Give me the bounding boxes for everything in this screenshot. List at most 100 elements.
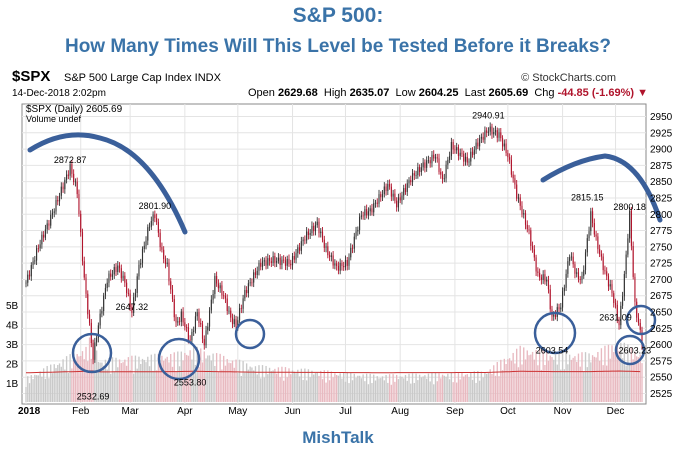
- volume-bar: [450, 372, 453, 402]
- candle-body: [269, 258, 271, 262]
- x-tick-label: Oct: [500, 406, 516, 417]
- volume-bar: [313, 374, 315, 402]
- volume-bar: [28, 383, 31, 402]
- volume-bar: [556, 364, 558, 402]
- volume-bar: [277, 367, 280, 402]
- candle-body: [385, 186, 387, 192]
- volume-bar: [636, 356, 638, 402]
- candle-body: [154, 214, 156, 219]
- candle-body: [560, 307, 562, 310]
- candle-body: [337, 265, 339, 271]
- volume-bar: [35, 375, 38, 402]
- candle-body: [456, 147, 458, 151]
- candle-body: [339, 262, 341, 271]
- volume-bar: [558, 352, 560, 402]
- volume-bar: [411, 373, 414, 402]
- candle-body: [156, 218, 158, 222]
- support-circle-oct: [533, 311, 577, 355]
- volume-bar: [148, 366, 151, 402]
- candle-body: [302, 239, 304, 242]
- candle-body: [540, 277, 542, 281]
- volume-bar: [353, 373, 355, 402]
- volume-bar: [283, 380, 285, 402]
- candle-body: [494, 130, 497, 133]
- volume-bar: [374, 380, 377, 402]
- volume-legend: Volume undef: [26, 114, 82, 124]
- volume-bar: [531, 351, 534, 402]
- candle-body: [76, 181, 78, 195]
- volume-bar: [110, 373, 112, 402]
- candle-body: [290, 263, 292, 266]
- volume-bar: [221, 369, 223, 402]
- candle-body: [96, 337, 98, 343]
- volume-bar: [136, 368, 138, 402]
- volume-bar: [111, 357, 114, 402]
- candle-body: [166, 262, 168, 264]
- candle-body: [480, 136, 482, 139]
- volume-bar: [524, 359, 527, 402]
- candle-body: [611, 284, 613, 294]
- candle-body: [604, 270, 606, 272]
- candle-body: [145, 240, 147, 246]
- candle-body: [272, 255, 274, 263]
- volume-bar: [459, 379, 461, 402]
- volume-bar: [623, 342, 626, 402]
- price-annotation-label: 2800.18: [613, 202, 646, 212]
- candle-body: [50, 214, 52, 226]
- support-circle-may: [234, 318, 266, 350]
- candle-body: [314, 225, 317, 232]
- volume-bar: [477, 371, 479, 402]
- volume-bar: [350, 372, 352, 402]
- candle-body: [479, 138, 481, 147]
- candle-body: [284, 260, 287, 266]
- volume-tick-label: 3B: [6, 340, 19, 351]
- price-annotation-label: 2801.90: [139, 201, 172, 211]
- volume-bar: [124, 359, 126, 402]
- candle-body: [186, 327, 188, 328]
- volume-bar: [544, 365, 546, 402]
- volume-bar: [27, 376, 29, 402]
- candle-body: [253, 272, 255, 283]
- volume-bar: [378, 378, 380, 402]
- y-tick-label: 2900: [650, 145, 673, 156]
- candle-body: [547, 279, 550, 290]
- volume-bar: [576, 361, 578, 402]
- candle-body: [41, 234, 43, 245]
- volume-bar: [567, 364, 569, 402]
- candle-body: [542, 274, 544, 281]
- volume-bar: [595, 357, 597, 402]
- candle-body: [223, 295, 225, 297]
- candle-body: [607, 276, 610, 287]
- candle-body: [83, 261, 85, 278]
- volume-bar: [427, 373, 430, 402]
- candle-body: [450, 142, 452, 157]
- volume-bar: [321, 379, 324, 402]
- volume-bar: [373, 374, 375, 402]
- candle-body: [329, 255, 331, 257]
- volume-tick-label: 1B: [6, 379, 19, 390]
- volume-bar: [226, 359, 228, 402]
- candle-body: [579, 279, 581, 280]
- volume-bar: [102, 365, 105, 402]
- volume-bar: [639, 354, 641, 402]
- volume-bar: [72, 353, 75, 402]
- candle-body: [387, 183, 389, 192]
- price-candles: [25, 122, 643, 365]
- volume-average-line: [25, 370, 641, 374]
- volume-bar: [217, 371, 220, 402]
- volume-bar: [57, 364, 59, 402]
- price-legend: $SPX (Daily) 2605.69: [26, 104, 123, 115]
- volume-bar: [473, 371, 475, 402]
- candle-body: [170, 281, 172, 290]
- candle-body: [344, 259, 347, 268]
- volume-bar: [81, 351, 84, 402]
- chart-subtitle: How Many Times Will This Level be Tested…: [64, 36, 612, 57]
- volume-bar: [122, 362, 124, 402]
- support-circle-dec-b: [614, 334, 646, 366]
- candle-body: [616, 304, 618, 320]
- support-circle-dec-a: [625, 304, 657, 336]
- candle-body: [71, 164, 73, 174]
- candle-body: [180, 311, 182, 322]
- volume-bar: [341, 378, 343, 402]
